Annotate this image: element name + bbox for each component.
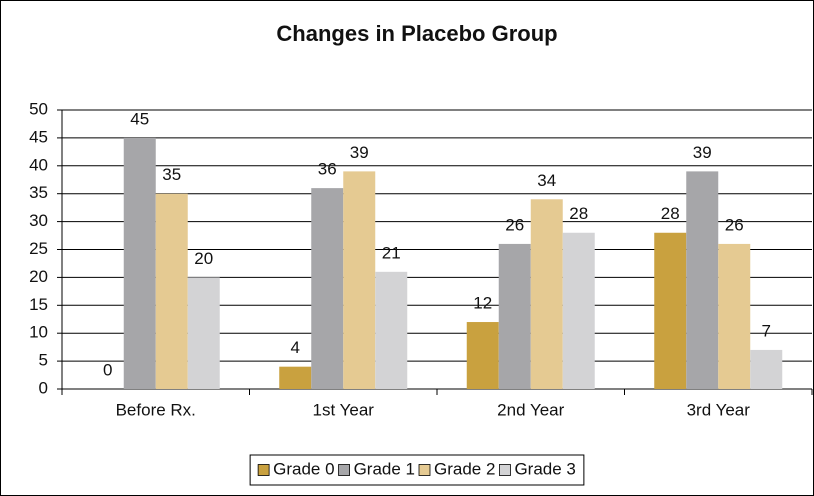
x-tick-label: 1st Year — [313, 400, 375, 419]
bar — [466, 322, 499, 389]
x-tick-label: 3rd Year — [687, 400, 751, 419]
chart-title: Changes in Placebo Group — [276, 21, 557, 46]
legend-label: Grade 2 — [434, 459, 495, 478]
x-tick-label: Before Rx. — [116, 400, 196, 419]
data-label: 0 — [103, 360, 112, 379]
bar — [562, 232, 595, 389]
bar — [187, 277, 220, 389]
y-tick-label: 45 — [29, 127, 48, 146]
bar — [279, 366, 312, 389]
x-tick-label: 2nd Year — [497, 400, 564, 419]
y-tick-label: 40 — [29, 155, 48, 174]
bar — [155, 193, 188, 389]
data-label: 21 — [382, 243, 401, 262]
data-label: 39 — [693, 143, 712, 162]
data-label: 12 — [473, 294, 492, 313]
y-tick-label: 10 — [29, 323, 48, 342]
bar — [498, 243, 531, 389]
bar — [123, 137, 156, 389]
y-tick-label: 35 — [29, 183, 48, 202]
data-label: 35 — [162, 165, 181, 184]
legend-label: Grade 0 — [273, 459, 334, 478]
data-label: 34 — [537, 171, 556, 190]
legend-swatch — [499, 464, 511, 476]
legend-swatch — [257, 464, 270, 476]
bar — [718, 243, 751, 389]
bar — [750, 349, 783, 389]
bar — [343, 171, 376, 389]
legend-label: Grade 3 — [514, 459, 575, 478]
bar — [654, 232, 687, 389]
y-tick-label: 50 — [29, 99, 48, 118]
y-tick-label: 15 — [29, 295, 48, 314]
y-tick-label: 20 — [29, 267, 48, 286]
data-label: 28 — [569, 204, 588, 223]
legend-swatch — [418, 464, 431, 476]
y-tick-label: 0 — [39, 378, 48, 397]
data-label: 26 — [725, 215, 744, 234]
data-label: 45 — [130, 109, 149, 128]
legend-swatch — [338, 464, 350, 476]
legend-box — [249, 454, 585, 486]
bar — [686, 171, 719, 389]
data-label: 36 — [318, 160, 337, 179]
bar — [530, 199, 563, 389]
data-label: 28 — [661, 204, 680, 223]
y-tick-label: 25 — [29, 239, 48, 258]
data-label: 4 — [291, 338, 300, 357]
data-label: 7 — [762, 321, 771, 340]
bar — [375, 271, 408, 389]
data-label: 39 — [350, 143, 369, 162]
data-label: 26 — [505, 215, 524, 234]
data-label: 20 — [194, 249, 213, 268]
legend-label: Grade 1 — [354, 459, 415, 478]
y-tick-label: 30 — [29, 211, 48, 230]
bar — [311, 188, 344, 389]
y-tick-label: 5 — [39, 351, 48, 370]
